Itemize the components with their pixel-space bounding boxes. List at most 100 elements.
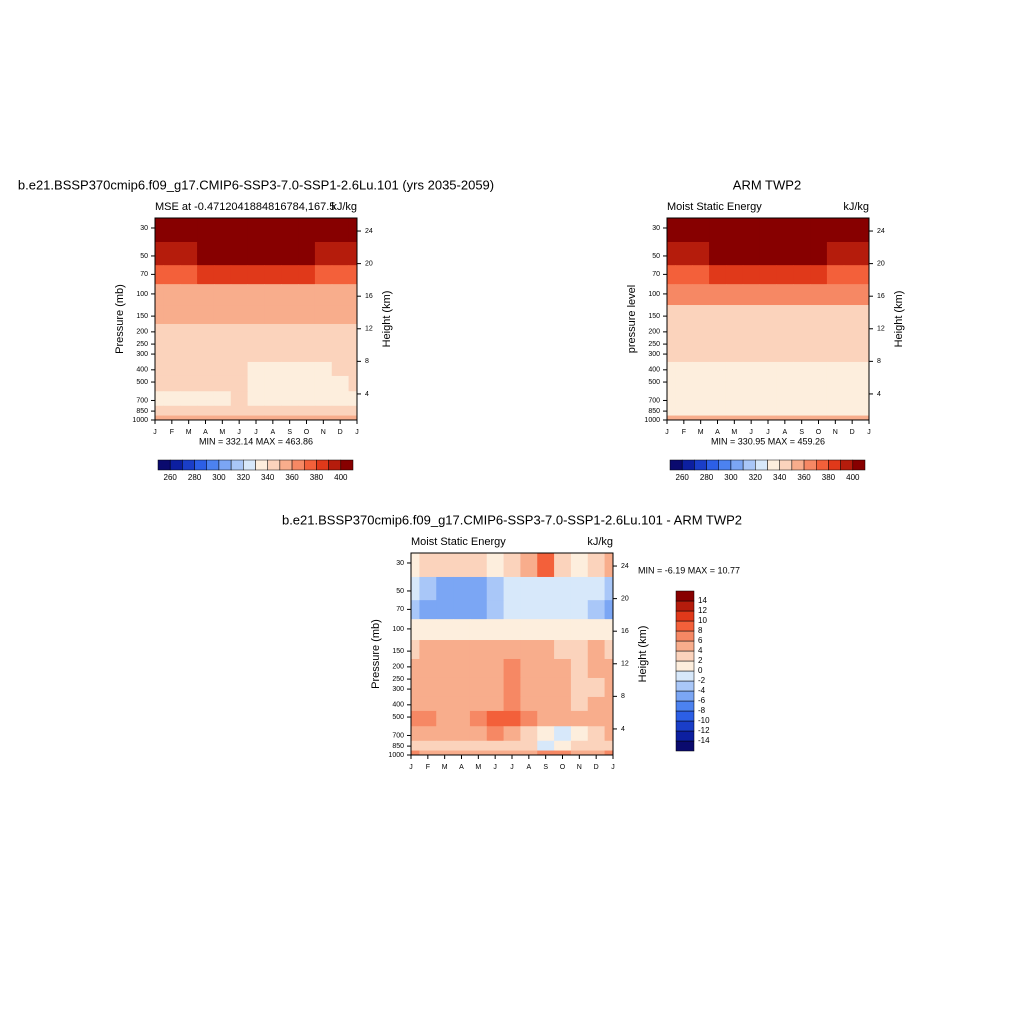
contour-cell [247,284,265,306]
contour-cell [604,658,614,679]
contour-cell [419,658,437,679]
y2-axis-label: Height (km) [381,291,393,348]
contour-cell [776,375,794,392]
contour-cell [331,405,350,417]
contour-cell [298,218,316,243]
x-tick-label: S [799,429,804,436]
contour-cell [554,750,572,756]
colorbar-label: 260 [164,473,178,482]
colorbar-box [255,459,268,471]
colorbar-box [675,730,695,742]
contour-cell [281,375,299,392]
colorbar-label: 400 [846,473,860,482]
contour-cell [570,658,589,679]
contour-cell [197,342,215,363]
contour-cell [180,241,198,266]
contour-cell [213,284,232,306]
contour-cell [776,361,794,377]
contour-cell [436,640,454,660]
contour-cell [411,710,420,727]
colorbar-box [230,459,244,471]
contour-cell [759,241,777,266]
contour-cell [213,342,232,363]
contour-cell [348,284,358,306]
contour-cell [675,305,693,325]
contour-cell [742,265,761,285]
contour-cell [469,640,488,660]
contour-cell [298,265,316,285]
contour-cell [742,415,761,421]
contour-cell [810,305,828,325]
contour-cell [604,640,614,660]
colorbar-label: 320 [237,473,251,482]
contour-cell [331,305,350,325]
colorbar-label: -10 [698,716,710,725]
contour-cell [213,241,232,266]
contour-cell [604,726,614,742]
contour-cell [692,241,710,266]
contour-cell [230,323,249,344]
y2-tick-label: 24 [365,228,373,235]
colorbar-label: 280 [188,473,202,482]
contour-cell [281,305,299,325]
y-tick-label: 400 [392,702,404,709]
contour-cell [197,241,215,266]
y-tick-label: 300 [136,351,148,358]
contour-cell [793,323,811,344]
contour-cell [793,342,811,363]
contour-cell [860,284,870,306]
contour-cell [604,710,614,727]
x-tick-label: J [254,429,258,436]
contour-cell [264,391,282,407]
contour-cell [675,241,693,266]
y-tick-label: 250 [648,341,660,348]
colorbar-label: 320 [749,473,763,482]
colorbar-box [675,650,695,662]
contour-cell [537,553,555,578]
colorbar-box [316,459,329,471]
contour-cell [725,342,744,363]
contour-cell [155,218,164,243]
contour-cell [587,658,606,679]
contour-cell [667,391,676,407]
colorbar-box [194,459,207,471]
contour-cell [348,361,358,377]
contour-cell [520,640,538,660]
y-tick-label: 30 [652,225,660,232]
contour-cell [709,284,727,306]
contour-cell [419,740,437,752]
contour-cell [667,375,676,392]
colorbar-box [828,459,841,471]
contour-cell [197,305,215,325]
colorbar-box [675,620,695,632]
x-tick-label: J [355,429,359,436]
contour-cell [860,218,870,243]
contour-cell [411,677,420,698]
contour-cell [537,696,555,712]
colorbar-box [206,459,220,471]
contour-cell [281,342,299,363]
contour-cell [264,361,282,377]
contour-cell [419,710,437,727]
contour-cell [692,284,710,306]
x-tick-label: A [203,429,208,436]
contour-cell [298,342,316,363]
contour-cell [264,218,282,243]
contour-cell [163,391,181,407]
contour-cell [742,305,761,325]
contour-cell [163,323,181,344]
y2-tick-label: 8 [877,358,881,365]
contour-cell [247,405,265,417]
y2-tick-label: 24 [877,228,885,235]
x-tick-label: D [850,429,855,436]
contour-cell [503,658,521,679]
contour-cell [759,218,777,243]
colorbar-box [675,610,695,622]
contour-cell [554,553,572,578]
stats: MIN = 332.14 MAX = 463.86 [199,436,313,446]
contour-cell [197,284,215,306]
contour-cell [587,750,606,756]
colorbar-label: 340 [773,473,787,482]
contour-cell [411,726,420,742]
contour-cell [419,750,437,756]
